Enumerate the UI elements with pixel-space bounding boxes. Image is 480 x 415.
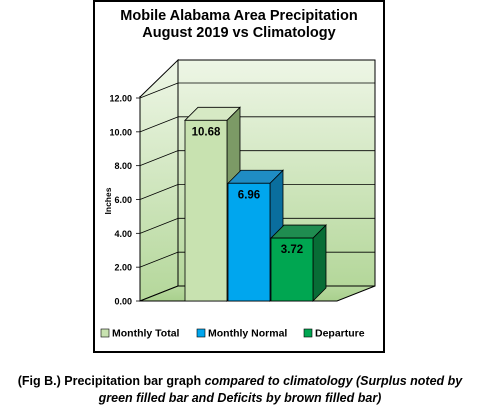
data-label-departure: 3.72 (281, 244, 303, 256)
y-tick-label: 0.00 (114, 297, 132, 307)
gridline-side (139, 82, 179, 99)
y-axis-label: Inches (103, 187, 113, 214)
legend-swatch-monthly-total (100, 328, 110, 338)
bars: 10.68 6.96 3.72 (184, 106, 327, 302)
bar-face-monthly-normal (227, 182, 271, 302)
y-tick-label: 6.00 (114, 195, 132, 205)
bar-departure: 3.72 (270, 224, 327, 302)
y-tick-label: 2.00 (114, 263, 132, 273)
y-tick-label: 4.00 (114, 229, 132, 239)
bar-face-monthly-total (184, 119, 228, 302)
gridline-side (139, 251, 179, 268)
figure-caption: (Fig B.) Precipitation bar graph compare… (0, 373, 480, 407)
gridline-side (139, 184, 179, 200)
gridline-side (139, 150, 179, 167)
chart-frame: Mobile Alabama Area Precipitation August… (93, 0, 385, 353)
legend-swatch-monthly-normal (196, 328, 206, 338)
gridline-side (139, 116, 179, 133)
precipitation-bar-chart: Mobile Alabama Area Precipitation August… (93, 0, 385, 353)
chart-title: Mobile Alabama Area Precipitation (120, 8, 357, 24)
legend-label-departure: Departure (315, 328, 365, 340)
caption-prefix: (Fig B.) Precipitation bar graph (17, 374, 205, 388)
legend: Monthly Total Monthly Normal Departure (100, 328, 365, 340)
data-label-monthly-total: 10.68 (192, 126, 221, 138)
bar-face-departure (270, 237, 314, 302)
caption-italic: compared to climatology (Surplus noted b… (98, 374, 463, 405)
gridline-side (139, 217, 179, 234)
legend-swatch-departure (303, 328, 313, 338)
chart-subtitle: August 2019 vs Climatology (142, 25, 335, 41)
y-tick-label: 8.00 (114, 161, 132, 171)
legend-label-monthly-normal: Monthly Normal (208, 328, 287, 340)
y-tick-label: 10.00 (109, 127, 132, 137)
y-axis-ticks: 0.00 2.00 4.00 6.00 8.00 10.00 12.00 (109, 94, 141, 307)
legend-label-monthly-total: Monthly Total (112, 328, 180, 340)
y-tick-label: 12.00 (109, 94, 132, 104)
data-label-monthly-normal: 6.96 (238, 189, 260, 201)
